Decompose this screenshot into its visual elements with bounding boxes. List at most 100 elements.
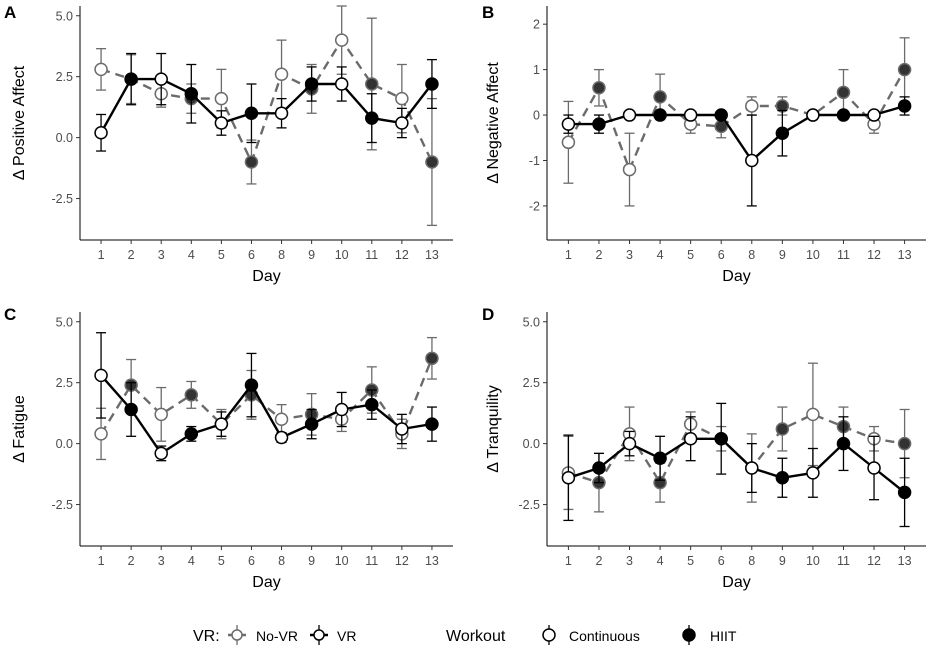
x-tick-label: 9 (308, 554, 315, 568)
data-point (94, 427, 108, 441)
data-point (154, 72, 168, 86)
data-point (653, 90, 667, 104)
x-tick-label: 13 (898, 248, 912, 262)
x-tick-label: 4 (188, 248, 195, 262)
y-tick-label: 2.5 (56, 70, 73, 84)
data-point (622, 108, 637, 122)
data-point (184, 87, 199, 101)
panel-letter: B (482, 3, 494, 22)
data-point (214, 417, 229, 431)
y-tick-label: 5.0 (523, 315, 540, 329)
y-tick-label: 0 (533, 109, 540, 123)
data-point (897, 436, 912, 451)
series-line (100, 38, 433, 164)
series-vr (561, 402, 912, 528)
x-tick-label: 10 (335, 248, 349, 262)
data-point (714, 108, 728, 122)
data-point (561, 135, 576, 150)
series-novr (561, 37, 912, 207)
x-tick-label: 9 (779, 248, 786, 262)
data-point (244, 106, 259, 120)
x-tick-label: 3 (626, 248, 633, 262)
data-point (714, 432, 728, 446)
x-tick-label: 2 (595, 248, 602, 262)
x-tick-label: 11 (837, 554, 850, 568)
legend-label: No-VR (256, 628, 298, 644)
data-point (425, 155, 439, 169)
x-tick-label: 5 (218, 248, 225, 262)
series-line (100, 77, 433, 134)
series-line (567, 69, 906, 171)
data-point (897, 485, 912, 500)
panel-letter: D (482, 305, 494, 324)
y-tick-label: -2.5 (518, 498, 540, 512)
legend-workout-items: Continuous HIIT (542, 625, 737, 645)
x-tick-label: 1 (565, 554, 572, 568)
data-point (897, 62, 912, 77)
legend-vr-items: No-VR VR (228, 625, 356, 645)
data-point (592, 461, 606, 475)
data-point (124, 72, 138, 86)
series-line (568, 413, 905, 484)
legend-marker (682, 628, 696, 642)
legend-item-novr: No-VR (228, 625, 298, 645)
x-tick-label: 9 (779, 554, 786, 568)
data-point (775, 126, 790, 140)
x-tick-label: 10 (335, 554, 349, 568)
data-point (244, 155, 259, 169)
x-tick-label: 5 (687, 554, 694, 568)
data-point (836, 436, 851, 451)
data-point (274, 412, 289, 426)
data-point (274, 430, 289, 445)
data-point (154, 446, 168, 461)
data-point (94, 62, 108, 77)
x-tick-label: 6 (718, 554, 725, 568)
data-point (775, 422, 790, 436)
x-tick-label: 13 (425, 554, 439, 568)
legend-label: HIIT (710, 628, 737, 644)
series-line (100, 357, 434, 436)
x-tick-label: 4 (657, 554, 664, 568)
x-tick-label: 1 (565, 248, 572, 262)
data-point (395, 91, 409, 106)
data-point (592, 117, 606, 131)
data-point (622, 436, 637, 451)
x-tick-label: 2 (128, 554, 135, 568)
panel-letter: C (4, 305, 16, 324)
panel-letter: A (4, 3, 16, 22)
y-axis-title: Δ Positive Affect (11, 65, 28, 180)
data-point (425, 351, 439, 366)
legend-vr-title: VR: (193, 628, 220, 645)
data-point (745, 99, 759, 113)
data-point (745, 461, 759, 475)
y-tick-label: -2.5 (51, 192, 73, 206)
x-tick-label: 2 (128, 248, 135, 262)
x-tick-label: 12 (867, 554, 881, 568)
series-vr (94, 52, 439, 152)
data-point (365, 77, 379, 91)
x-tick-label: 8 (748, 554, 755, 568)
x-tick-label: 1 (98, 248, 105, 262)
legend-marker (542, 628, 556, 642)
legend-marker (231, 629, 243, 641)
x-tick-label: 5 (218, 554, 225, 568)
x-tick-label: 10 (806, 554, 820, 568)
y-axis-title: Δ Fatigue (11, 395, 28, 463)
x-tick-label: 4 (188, 554, 195, 568)
data-point (365, 397, 379, 412)
x-tick-label: 3 (158, 248, 165, 262)
x-axis-title: Day (722, 268, 750, 285)
data-point (683, 108, 698, 122)
y-tick-label: 0.0 (56, 437, 73, 451)
y-axis-title: Δ Negative Affect (485, 62, 502, 184)
data-point (592, 81, 606, 95)
data-point (184, 388, 199, 402)
data-point (836, 85, 851, 100)
legend: VR: No-VR VR Workout Continuous HIIT (193, 625, 737, 645)
y-tick-label: 5.0 (56, 315, 73, 329)
data-point (561, 471, 576, 485)
data-point (425, 77, 439, 91)
